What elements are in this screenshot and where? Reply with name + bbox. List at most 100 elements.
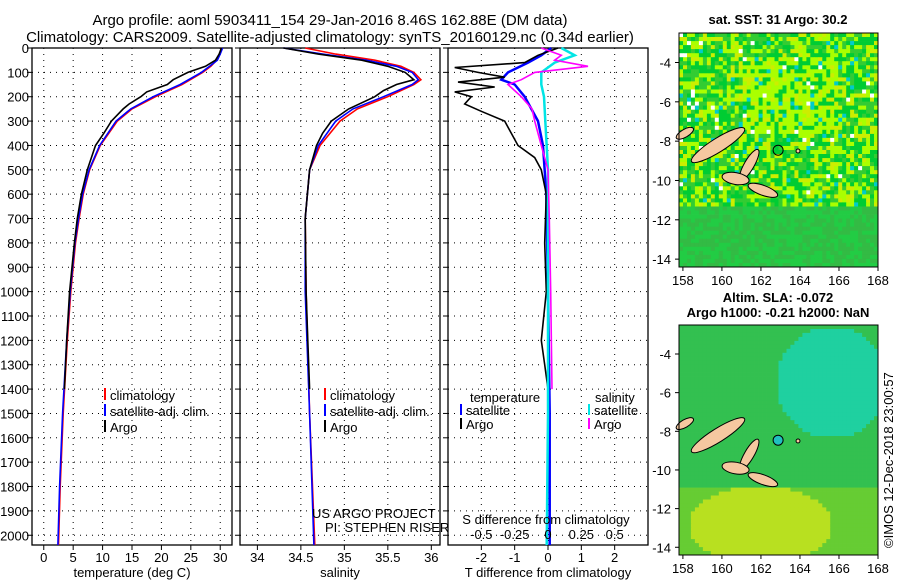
map-cell <box>750 432 755 437</box>
map-cell <box>750 263 755 268</box>
map-cell <box>754 174 759 179</box>
map-cell <box>750 325 755 330</box>
map-cell <box>858 364 863 370</box>
map-cell <box>798 170 803 175</box>
map-cell <box>738 33 744 38</box>
map-cell <box>683 388 688 393</box>
map-cell <box>710 364 716 370</box>
map-cell <box>866 222 871 228</box>
map-cell <box>730 65 736 70</box>
map-cell <box>718 344 724 350</box>
map-cell <box>862 105 867 111</box>
map-cell <box>758 198 763 203</box>
map-cell <box>742 57 748 62</box>
map-cell <box>782 222 787 228</box>
map-cell <box>706 41 712 46</box>
map-cell <box>786 85 791 90</box>
map-cell <box>850 325 855 330</box>
map-cell <box>762 93 767 98</box>
map-cell <box>866 49 871 54</box>
map-cell <box>862 258 867 264</box>
map-cell <box>714 392 720 397</box>
map-cell <box>702 396 708 401</box>
map-cell <box>798 408 803 413</box>
map-cell <box>854 214 859 220</box>
map-cell <box>738 166 744 171</box>
map-cell <box>730 408 736 413</box>
map-cell <box>798 416 803 421</box>
map-cell <box>730 210 736 215</box>
map-cell <box>774 121 779 127</box>
map-cell <box>742 372 748 377</box>
map-cell <box>710 368 716 373</box>
map-cell <box>866 150 871 155</box>
x-axis-label: salinity <box>320 565 360 580</box>
map-cell <box>683 404 688 409</box>
map-cell <box>746 360 752 366</box>
map-cell <box>778 113 783 119</box>
map-cell <box>846 69 851 74</box>
map-cell <box>702 325 708 330</box>
map-cell <box>698 432 704 437</box>
map-cell <box>794 61 799 66</box>
map-cell <box>858 459 863 465</box>
map-cell <box>846 388 851 393</box>
map-cell <box>718 178 724 183</box>
map-cell <box>806 69 811 74</box>
map-cell <box>854 129 859 135</box>
map-cell <box>814 133 819 139</box>
map-cell <box>782 125 787 131</box>
island-landmass <box>675 126 695 140</box>
map-cell <box>786 69 791 74</box>
map-cell <box>874 396 879 401</box>
map-cell <box>726 455 732 461</box>
map-cell <box>730 392 736 397</box>
map-cell <box>770 61 775 66</box>
map-cell <box>698 376 704 381</box>
map-cell <box>806 49 811 54</box>
map-cell <box>738 105 744 111</box>
map-cell <box>750 117 755 123</box>
map-cell <box>798 360 803 366</box>
map-cell <box>726 222 732 228</box>
map-cell <box>683 45 688 50</box>
map-cell <box>718 420 724 425</box>
map-cell <box>818 129 823 135</box>
map-cell <box>730 412 736 417</box>
map-cell <box>782 332 787 338</box>
map-cell <box>702 467 708 473</box>
map-cell <box>738 61 744 66</box>
x-tick-label: 1 <box>578 550 585 565</box>
map-cell <box>754 77 759 82</box>
map-cell <box>758 117 763 123</box>
map-cell <box>694 218 700 224</box>
map-cell <box>802 340 807 346</box>
map-cell <box>706 37 712 42</box>
map-cell <box>714 37 720 42</box>
map-cell <box>734 105 740 111</box>
map-cell <box>874 412 879 417</box>
map-cell <box>683 85 688 90</box>
map-cell <box>738 444 744 449</box>
map-cell <box>862 234 867 240</box>
map-cell <box>730 234 736 240</box>
map-cell <box>870 210 875 215</box>
map-cell <box>786 133 791 139</box>
map-cell <box>834 392 839 397</box>
map-cell <box>830 412 835 417</box>
map-cell <box>782 101 787 107</box>
map-cell <box>818 258 823 264</box>
map-cell <box>818 368 823 373</box>
map-cell <box>790 61 795 66</box>
map-cell <box>790 194 795 199</box>
map-cell <box>850 57 855 62</box>
map-cell <box>870 376 875 381</box>
map-cell <box>826 254 831 260</box>
map-cell <box>770 154 775 159</box>
map-cell <box>818 214 823 220</box>
map-cell <box>866 325 871 330</box>
map-cell <box>866 400 871 405</box>
map-cell <box>794 97 799 103</box>
map-cell <box>850 408 855 413</box>
